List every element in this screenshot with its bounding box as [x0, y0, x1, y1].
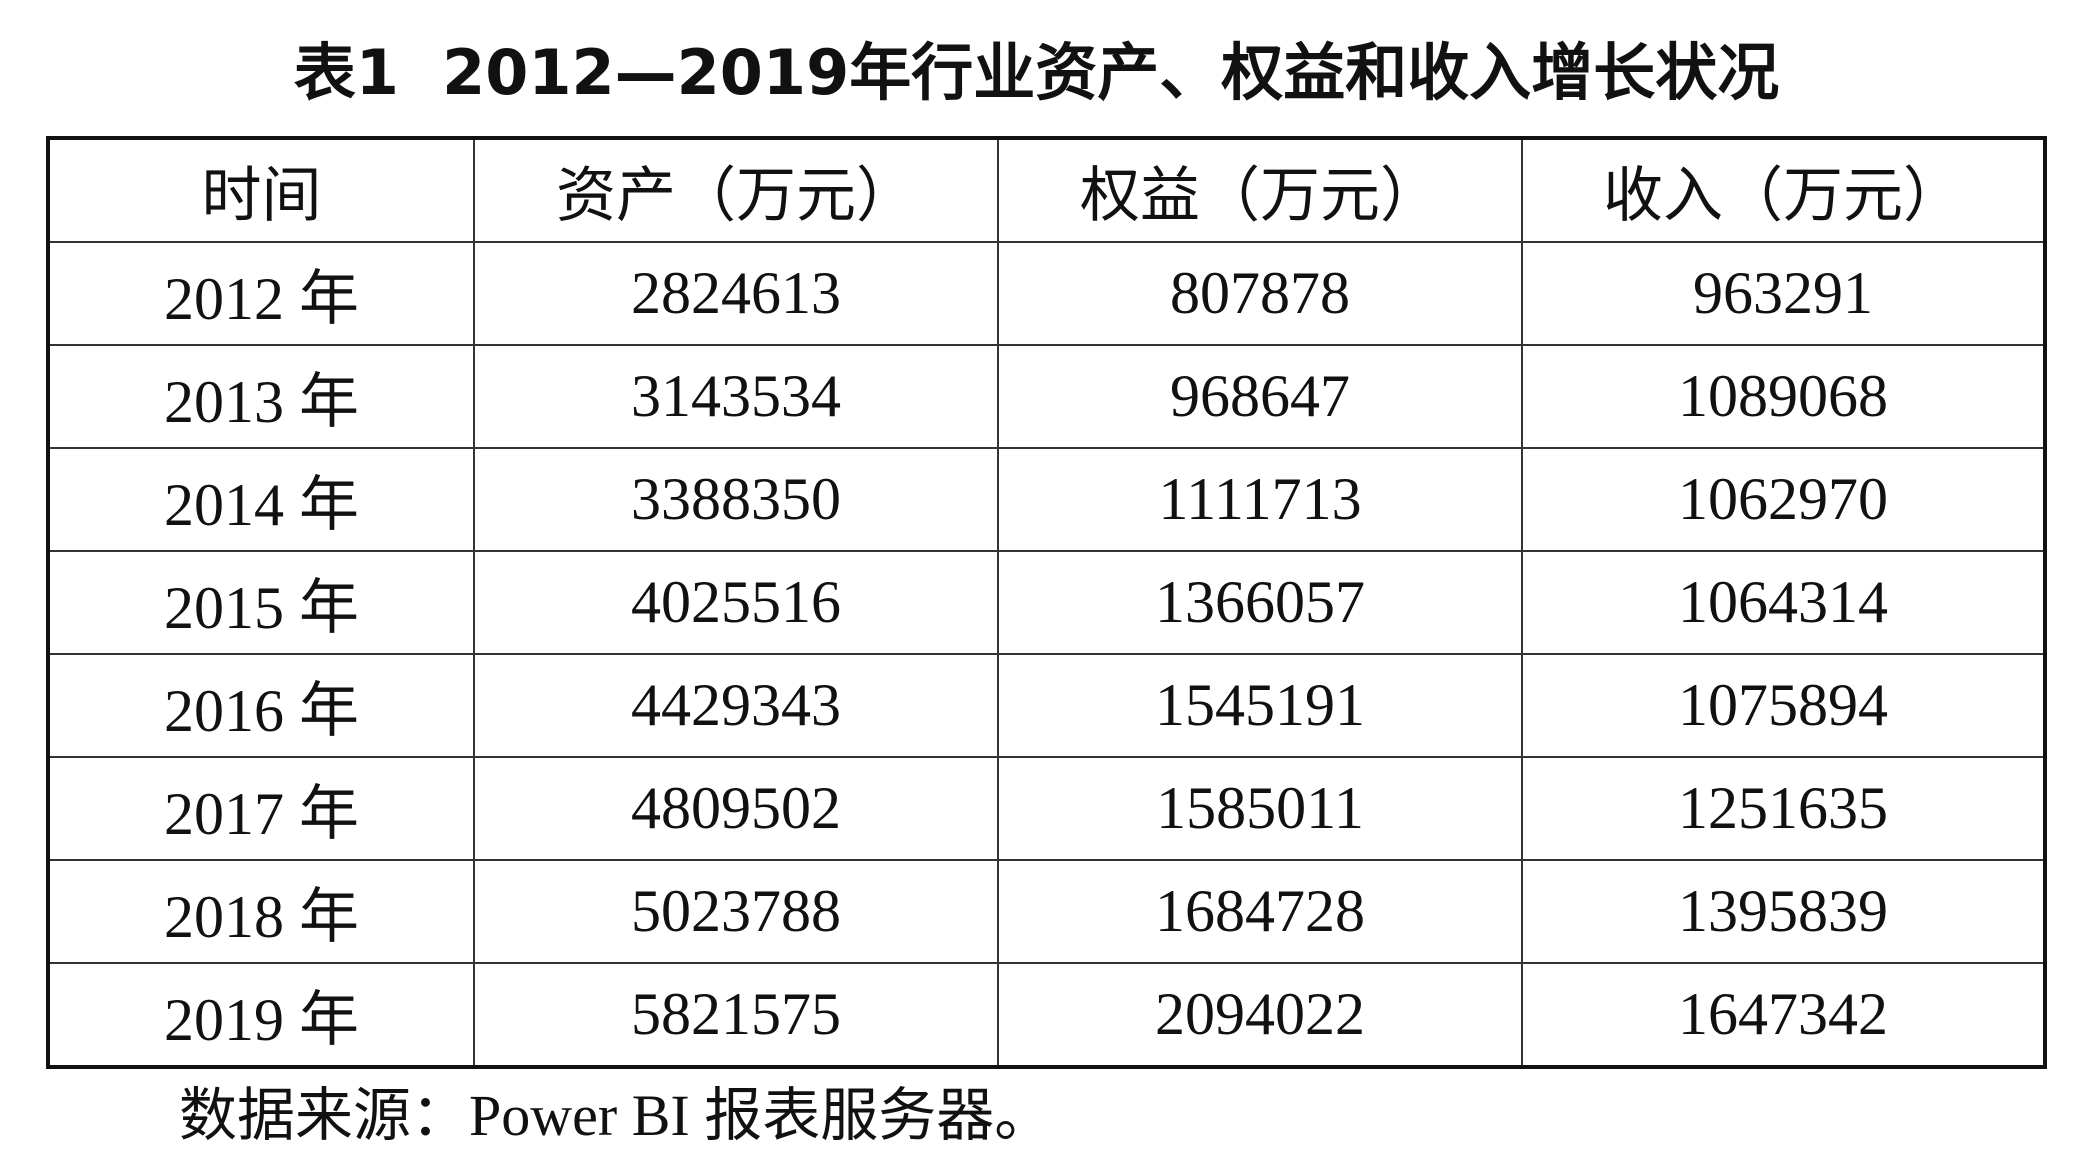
header-cell: 收入（万元）: [1521, 137, 2046, 243]
table-cell: 2824613: [473, 241, 999, 346]
table-cell: 2012 年: [47, 241, 475, 346]
table-cell: 4025516: [473, 550, 999, 655]
source-note: 数据来源：Power BI 报表服务器。: [179, 1083, 1053, 1148]
table-row: 2017 年 4809502 1585011 1251635: [47, 756, 2046, 861]
data-table: 时间 资产（万元） 权益（万元） 收入（万元） 2012 年 2824613 807878 9…: [46, 136, 2047, 1069]
table-cell: 807878: [997, 241, 1523, 346]
table-row: 2015 年 4025516 1366057 1064314: [47, 550, 2046, 655]
table-row: 2014 年 3388350 1111713 1062970: [47, 447, 2046, 552]
table-cell: 1647342: [1521, 962, 2046, 1068]
table-cell: 4429343: [473, 653, 999, 758]
table-cell: 3143534: [473, 344, 999, 449]
table-cell: 2018 年: [47, 859, 475, 964]
table-cell: 5821575: [473, 962, 999, 1068]
table-row: 2019 年 5821575 2094022 1647342: [47, 962, 2046, 1068]
table-cell: 2016 年: [47, 653, 475, 758]
table-title: 表1 2012—2019年行业资产、权益和收入增长状况: [293, 36, 1780, 109]
table-cell: 2017 年: [47, 756, 475, 861]
table-cell: 1062970: [1521, 447, 2046, 552]
table-cell: 4809502: [473, 756, 999, 861]
table-cell: 5023788: [473, 859, 999, 964]
table-cell: 1545191: [997, 653, 1523, 758]
table-cell: 1366057: [997, 550, 1523, 655]
table-row: 2013 年 3143534 968647 1089068: [47, 344, 2046, 449]
table-row: 2012 年 2824613 807878 963291: [47, 241, 2046, 346]
table-cell: 1111713: [997, 447, 1523, 552]
table-cell: 1395839: [1521, 859, 2046, 964]
table-cell: 1585011: [997, 756, 1523, 861]
table-cell: 1089068: [1521, 344, 2046, 449]
table-row: 2018 年 5023788 1684728 1395839: [47, 859, 2046, 964]
table-cell: 2014 年: [47, 447, 475, 552]
table-cell: 1064314: [1521, 550, 2046, 655]
table-cell: 1684728: [997, 859, 1523, 964]
table-cell: 963291: [1521, 241, 2046, 346]
header-cell: 权益（万元）: [997, 137, 1523, 243]
header-row: 时间 资产（万元） 权益（万元） 收入（万元）: [47, 137, 2046, 243]
table-row: 2016 年 4429343 1545191 1075894: [47, 653, 2046, 758]
table-cell: 2094022: [997, 962, 1523, 1068]
table-cell: 2013 年: [47, 344, 475, 449]
table-cell: 3388350: [473, 447, 999, 552]
header-cell: 时间: [47, 137, 475, 243]
table-cell: 1251635: [1521, 756, 2046, 861]
table-cell: 1075894: [1521, 653, 2046, 758]
table-cell: 968647: [997, 344, 1523, 449]
table-cell: 2019 年: [47, 962, 475, 1068]
table-cell: 2015 年: [47, 550, 475, 655]
header-cell: 资产（万元）: [473, 137, 999, 243]
